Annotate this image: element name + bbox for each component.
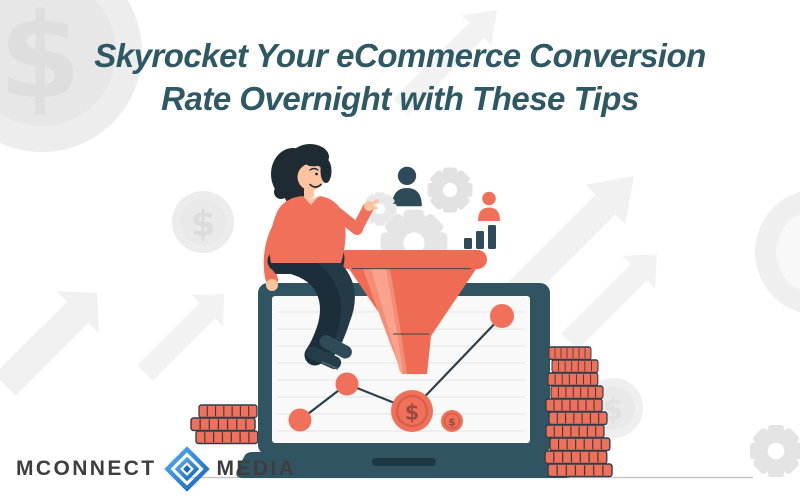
banner-title: Skyrocket Your eCommerce Conversion Rate… — [0, 34, 800, 120]
chart-point — [335, 372, 359, 396]
hair-front — [303, 149, 332, 183]
logo-mconnect-media: MCONNECT MEDIA — [16, 444, 296, 494]
face — [297, 163, 325, 191]
coin-stack-left — [190, 404, 259, 445]
v-neck — [303, 196, 319, 205]
woman-figure — [263, 144, 379, 370]
line-chart-with-coins: $ $ — [288, 304, 514, 432]
logo-word-right: MEDIA — [216, 457, 297, 480]
face-features — [309, 167, 322, 188]
funnel-icon — [337, 250, 487, 374]
faded-background-shapes: $ $ $ — [0, 0, 800, 478]
funnel-input-icons — [392, 166, 500, 249]
dollar-coin-icon-large: $ — [391, 390, 433, 432]
laptop-base-notch — [372, 458, 436, 466]
mconnect-diamond-logo-icon — [163, 446, 210, 492]
torso — [269, 196, 346, 263]
arm-reaching — [331, 202, 374, 235]
user-icon-coral — [478, 191, 500, 221]
faded-coin-right-edge — [755, 191, 800, 313]
hands — [266, 199, 379, 291]
shoes — [306, 335, 352, 370]
user-icon-dark — [392, 166, 422, 207]
dollar-glyph: $ — [603, 393, 624, 428]
dollar-glyph: $ — [448, 416, 456, 429]
trend-line — [299, 315, 503, 421]
gear-icon — [427, 167, 473, 213]
dollar-glyph: $ — [0, 0, 81, 125]
growth-arrow-icon — [0, 271, 119, 407]
coin-stack-right — [544, 346, 613, 478]
faded-gear-icon — [749, 424, 800, 478]
dollar-glyph: $ — [405, 401, 420, 425]
dollar-glyph: $ — [190, 204, 215, 245]
chart-point — [288, 408, 312, 432]
funnel-rim — [337, 250, 487, 269]
faded-dollar-coin-top-left: $ — [0, 0, 142, 152]
chart-point — [490, 304, 514, 328]
banner-title-line2: Rate Overnight with These Tips — [161, 80, 639, 117]
growth-bar-chart-icon — [464, 225, 496, 249]
growth-arrow-icon — [129, 278, 240, 389]
dollar-coin-icon-small: $ — [441, 410, 463, 432]
banner-title-line1: Skyrocket Your eCommerce Conversion — [94, 37, 706, 74]
logo-word-left: MCONNECT — [16, 457, 157, 480]
faded-dollar-coin-mid-left: $ — [172, 191, 234, 253]
